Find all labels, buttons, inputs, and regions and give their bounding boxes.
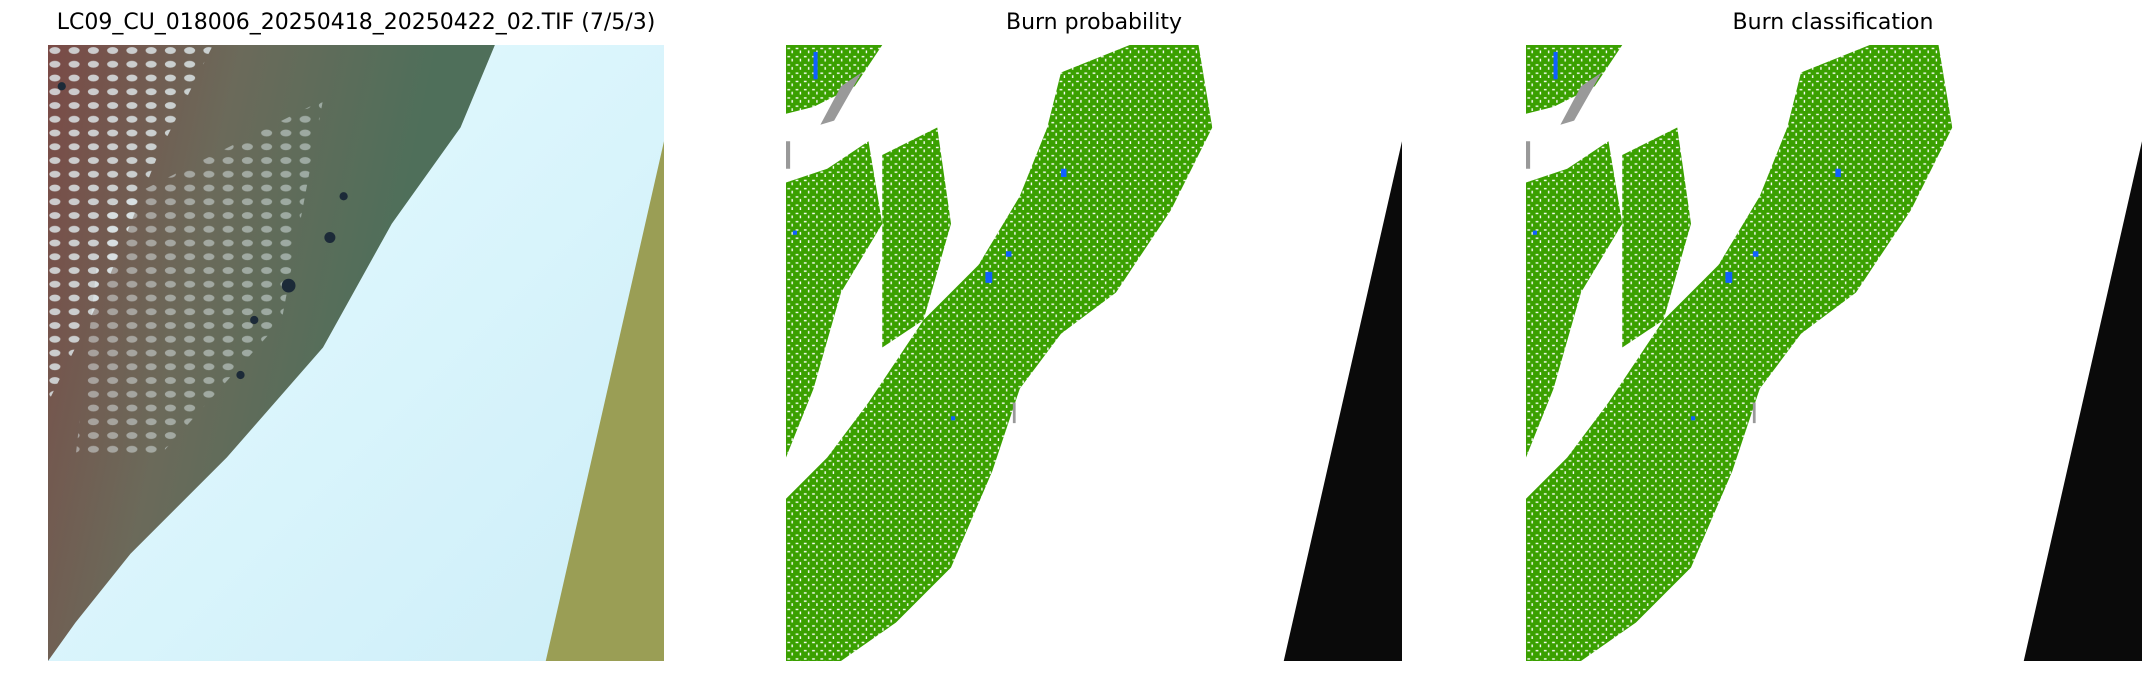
nodata-wedge — [545, 141, 664, 661]
water-pixels — [1532, 51, 1841, 421]
burn-probability-map — [786, 45, 1402, 661]
panel-title-burn-classification: Burn classification — [1732, 10, 1934, 35]
panel-title-burn-probability: Burn probability — [1005, 10, 1182, 35]
unclassified-pixels — [1526, 72, 1756, 424]
burn-classification-map — [1526, 45, 2142, 661]
nodata-wedge — [2023, 141, 2142, 661]
nodata-wedge — [1283, 141, 1402, 661]
burned-areas — [1526, 45, 1953, 661]
unclassified-pixels — [786, 72, 1016, 424]
lakes — [57, 82, 348, 380]
burned-areas — [786, 45, 1213, 661]
composite-image — [48, 45, 664, 661]
panel-title-composite: LC09_CU_018006_20250418_20250422_02.TIF … — [56, 10, 656, 35]
water-pixels — [792, 51, 1067, 421]
